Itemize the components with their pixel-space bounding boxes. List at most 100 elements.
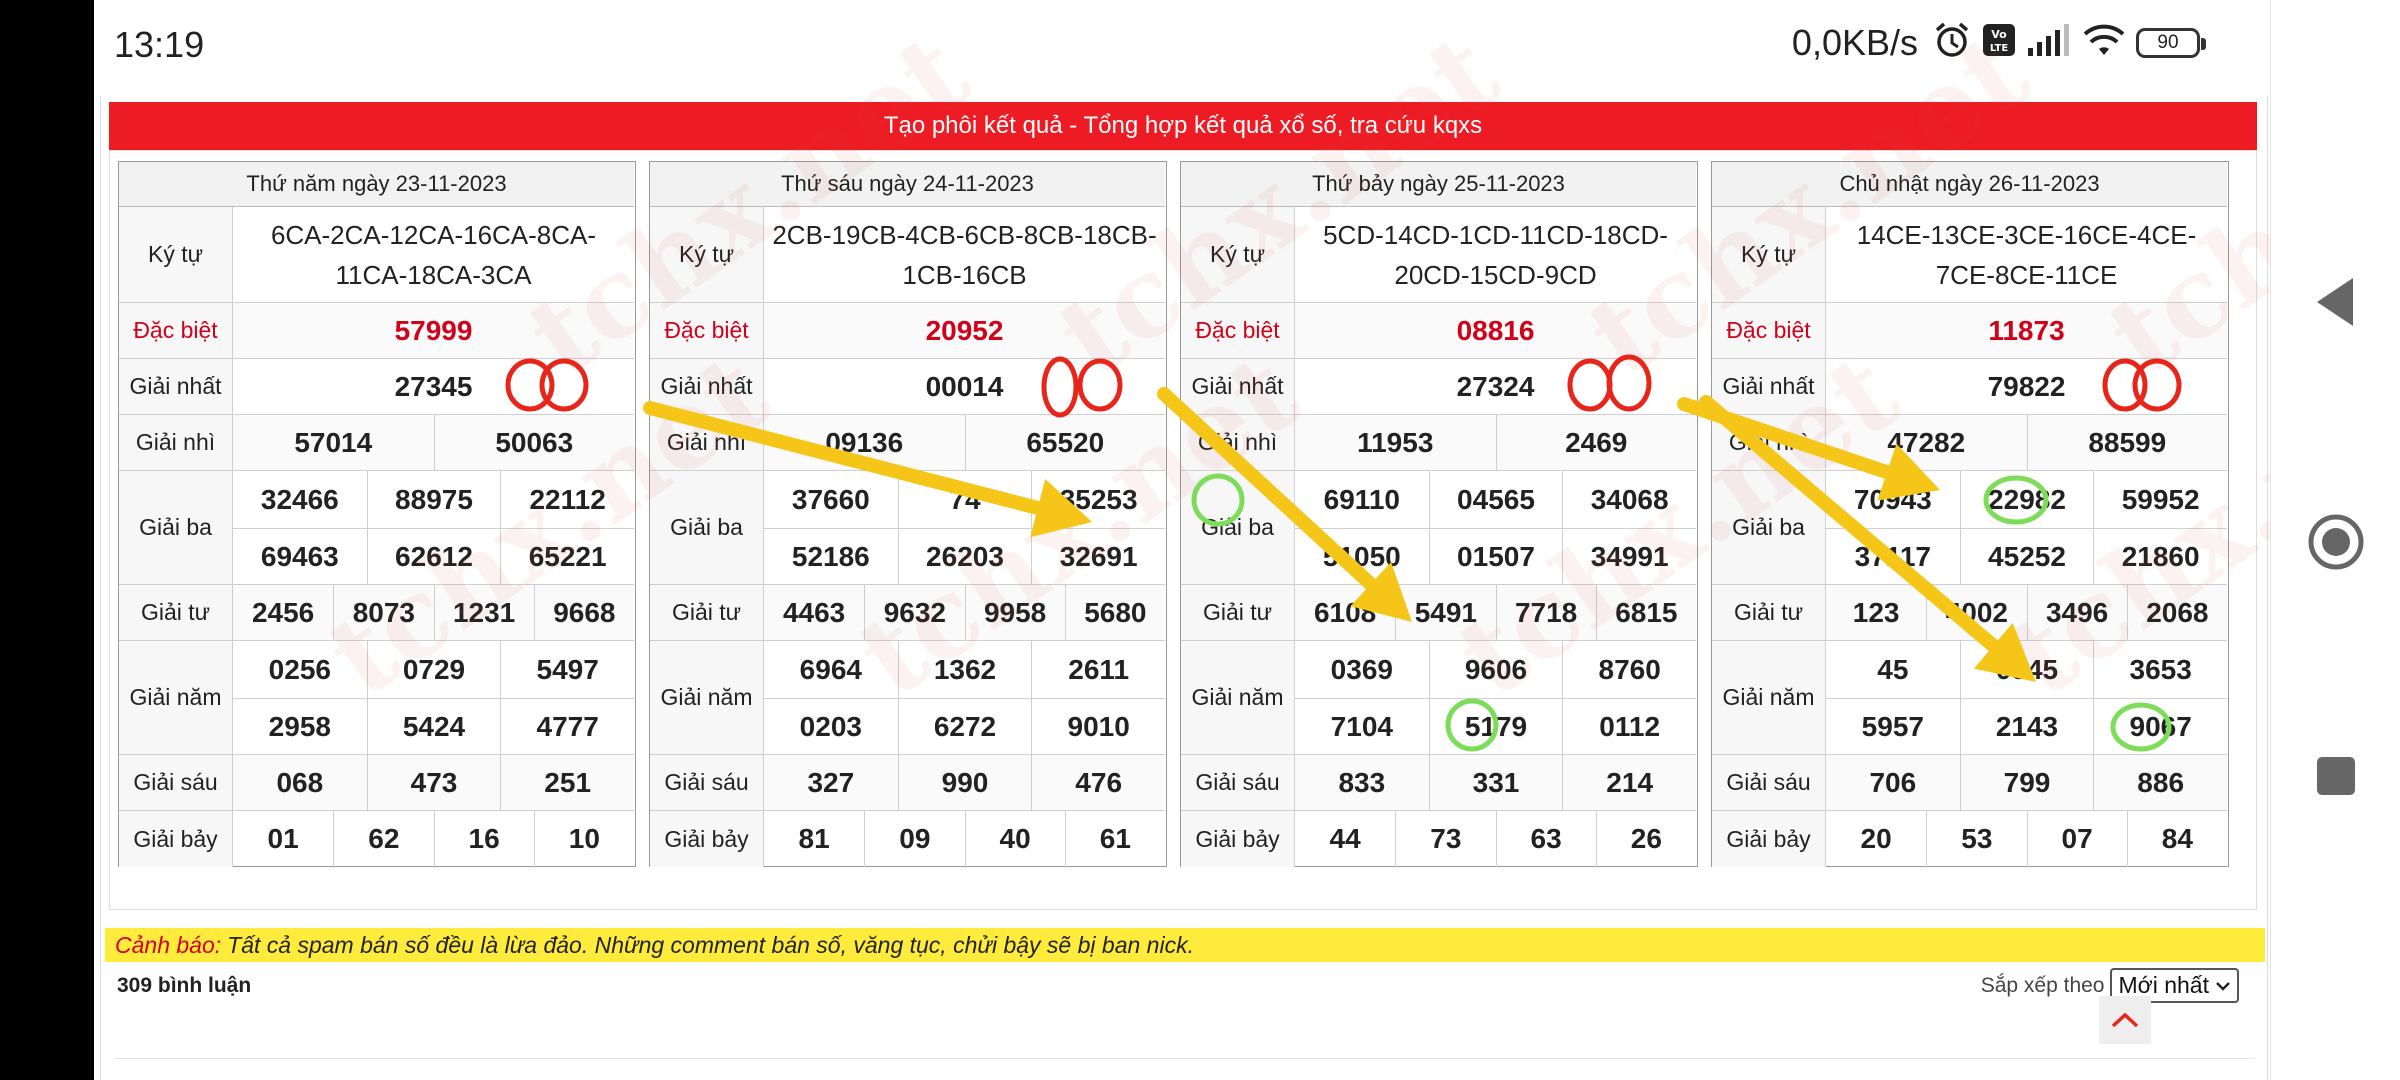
prize-number: 2611	[1031, 641, 1165, 698]
prize-number: 21860	[2093, 528, 2227, 585]
status-bar: 13:19 0,0KB/s Vo LTE 90	[94, 0, 2270, 96]
prize-values: 6108 5491 7718 6815	[1295, 585, 1696, 641]
prize-number: 990	[897, 755, 1032, 811]
prize-row-codes: Ký tự 5CD-14CD-1CD-11CD-18CD- 20CD-15CD-9C…	[1181, 207, 1696, 303]
result-table: Thứ sáu ngày 24-11-2023 Ký tự 2CB-19CB-4CB…	[649, 161, 1167, 867]
chevron-down-icon	[2216, 981, 2230, 991]
prize-label: Giải năm	[119, 641, 233, 754]
prize-row-g3: Giải ba 70943 22982 59952 37117 45252 21860	[1712, 471, 2227, 585]
prize-number: 20	[1860, 823, 1892, 854]
prize-values: 47282 88599	[1826, 415, 2227, 471]
prize-number: 5424	[366, 698, 501, 755]
sort-label: Sắp xếp theo	[1980, 973, 2105, 997]
scroll-top-button[interactable]	[2099, 996, 2151, 1044]
prize-values: 57999	[233, 303, 634, 358]
prize-number: 45252	[1959, 528, 2094, 585]
prize-number: 35253	[1031, 471, 1165, 528]
prize-number: 01	[267, 823, 299, 854]
prize-number: 47282	[1887, 427, 1966, 458]
prize-number: 2456	[251, 597, 315, 628]
prize-number: 0945	[1959, 641, 2094, 698]
prize-number: 5491	[1395, 585, 1495, 641]
prize-row-g2: Giải nhì 47282 88599	[1712, 415, 2227, 471]
codes-line: 6CA-2CA-12CA-16CA-8CA-	[270, 220, 597, 250]
prize-row-g6: Giải sáu 068 473 251	[119, 755, 634, 811]
prize-label: Ký tự	[1181, 207, 1295, 302]
prize-values: 327 990 476	[764, 755, 1165, 811]
prize-row-g7: Giải bảy 81 09 40 61	[650, 811, 1165, 867]
prize-values: 81 09 40 61	[764, 811, 1165, 867]
prize-label: Giải sáu	[1712, 755, 1826, 810]
prize-number: 59952	[2093, 471, 2227, 528]
prize-number: 833	[1338, 767, 1386, 798]
prize-number: 6108	[1313, 597, 1377, 628]
prize-label: Giải sáu	[119, 755, 233, 810]
prize-number: 69110	[1323, 483, 1400, 515]
prize-number: 26203	[897, 528, 1032, 585]
prize-row-special: Đặc biệt 11873	[1712, 303, 2227, 359]
prize-row-special: Đặc biệt 08816	[1181, 303, 1696, 359]
codes-line: 11CA-18CA-3CA	[335, 260, 532, 290]
battery-icon: 90	[2136, 27, 2206, 58]
codes-line: 5CD-14CD-1CD-11CD-18CD-	[1323, 220, 1668, 250]
prize-number: 62	[333, 811, 433, 867]
prize-number: 799	[1959, 755, 2094, 811]
prize-row-codes: Ký tự 2CB-19CB-4CB-6CB-8CB-18CB- 1CB-16CB	[650, 207, 1165, 303]
prize-row-g5: Giải năm 45 0945 3653 5957 2143 9067	[1712, 641, 2227, 755]
prize-row-codes: Ký tự 6CA-2CA-12CA-16CA-8CA- 11CA-18CA-3CA	[119, 207, 634, 303]
prize-row-g4: Giải tư 2456 8073 1231 9668	[119, 585, 634, 641]
prize-values: 44 73 63 26	[1295, 811, 1696, 867]
prize-number: 74	[897, 471, 1032, 528]
prize-number: 0369	[1330, 653, 1393, 685]
prize-number: 7104	[1295, 698, 1429, 755]
prize-values: 5CD-14CD-1CD-11CD-18CD- 20CD-15CD-9CD	[1295, 207, 1696, 302]
prize-label: Giải nhất	[119, 359, 233, 414]
prize-number: 62612	[366, 528, 501, 585]
first-prize: 27324	[1456, 371, 1535, 402]
prize-number: 9010	[1031, 698, 1165, 755]
result-table: Thứ năm ngày 23-11-2023 Ký tự 6CA-2CA-12CA…	[118, 161, 636, 867]
page-frame: Tạo phôi kết quả - Tổng hợp kết quả xổ s…	[100, 96, 2268, 1080]
warning-bar: Cảnh báo: Tất cả spam bán số đều là lừa …	[105, 928, 2265, 962]
prize-number: 37117	[1826, 528, 1960, 585]
back-button[interactable]	[2271, 272, 2400, 332]
prize-number: 5497	[500, 641, 634, 698]
prize-label: Giải bảy	[650, 811, 764, 867]
prize-number: 32466	[260, 483, 339, 515]
prize-label: Giải ba	[119, 471, 233, 584]
prize-values: 14CE-13CE-3CE-16CE-4CE- 7CE-8CE-11CE	[1826, 207, 2227, 302]
prize-label: Giải nhất	[1712, 359, 1826, 414]
prize-values: 20 53 07 84	[1826, 811, 2227, 867]
prize-row-g5: Giải năm 6964 1362 2611 0203 6272 9010	[650, 641, 1165, 755]
prize-values: 6964 1362 2611 0203 6272 9010	[764, 641, 1165, 755]
prize-number: 52186	[764, 528, 898, 585]
result-table: Chủ nhật ngày 26-11-2023 Ký tự 14CE-13CE-3…	[1711, 161, 2229, 867]
prize-label: Giải nhì	[119, 415, 233, 470]
prize-row-g2: Giải nhì 57014 50063	[119, 415, 634, 471]
prize-number: 44	[1329, 823, 1361, 854]
prize-row-g3: Giải ba 37660 74 35253 52186 26203 32691	[650, 471, 1165, 585]
prize-row-g7: Giải bảy 01 62 16 10	[119, 811, 634, 867]
home-button[interactable]	[2271, 512, 2400, 572]
prize-values: 706 799 886	[1826, 755, 2227, 811]
ticket-codes: 2CB-19CB-4CB-6CB-8CB-18CB- 1CB-16CB	[764, 207, 1165, 303]
prize-values: 27324	[1295, 359, 1696, 414]
recents-button[interactable]	[2271, 754, 2400, 798]
prize-label: Giải bảy	[1181, 811, 1295, 867]
ticket-codes: 6CA-2CA-12CA-16CA-8CA- 11CA-18CA-3CA	[233, 207, 634, 303]
prize-number: 476	[1031, 755, 1165, 811]
prize-label: Giải ba	[650, 471, 764, 584]
prize-number: 8760	[1562, 641, 1696, 698]
prize-row-special: Đặc biệt 20952	[650, 303, 1165, 359]
first-prize: 00014	[925, 371, 1004, 402]
prize-values: 32466 88975 22112 69463 62612 65221	[233, 471, 634, 585]
prize-row-g1: Giải nhất 79822	[1712, 359, 2227, 415]
prize-values: 09136 65520	[764, 415, 1165, 471]
prize-values: 45 0945 3653 5957 2143 9067	[1826, 641, 2227, 755]
divider	[115, 1058, 2255, 1059]
prize-number: 01507	[1428, 528, 1563, 585]
prize-number: 123	[1852, 597, 1900, 628]
prize-values: 00014	[764, 359, 1165, 414]
page-banner[interactable]: Tạo phôi kết quả - Tổng hợp kết quả xổ s…	[109, 102, 2257, 150]
signal-icon	[2026, 22, 2072, 63]
